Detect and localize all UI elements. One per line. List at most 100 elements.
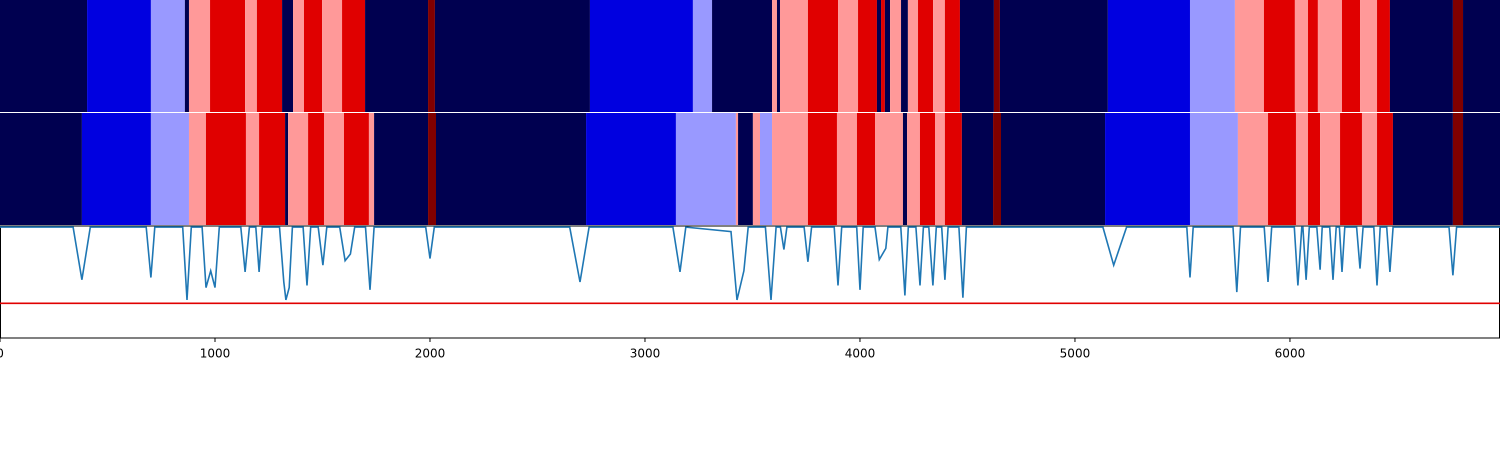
segment [293,0,304,112]
segment [675,113,736,225]
segment [1295,113,1309,225]
segment [259,113,286,225]
segment [1360,0,1378,112]
segment [343,113,369,225]
segment [1463,113,1500,225]
segment [838,0,859,112]
segment [738,113,753,225]
segment [961,113,994,225]
segment [752,113,760,225]
x-tick-label: 2000 [415,347,446,361]
segment [1340,113,1362,225]
segment [1308,113,1321,225]
segment [902,113,908,225]
segment [150,0,185,112]
segment [944,0,960,112]
segment [1105,113,1190,225]
segment [87,0,151,112]
segment [1317,0,1342,112]
segment [875,113,903,225]
segment [907,0,919,112]
segment [779,0,808,112]
segment [993,113,1002,225]
segment [428,113,437,225]
segment [256,0,283,112]
segment [589,0,693,112]
segment [288,113,309,225]
segment [150,113,189,225]
x-tick-label: 5000 [1060,347,1091,361]
segment [1463,0,1500,112]
segment [933,0,945,112]
segment [1308,0,1318,112]
segment [1268,113,1296,225]
segment [0,0,88,112]
segment [1377,0,1390,112]
segment [1189,0,1235,112]
segment [836,113,857,225]
segment [807,113,837,225]
segment [285,113,289,225]
segment [1377,113,1393,225]
x-tick-label: 3000 [630,347,661,361]
segment [907,113,920,225]
segment [1341,0,1361,112]
segment [712,0,773,112]
segment [881,0,885,112]
line [0,226,1500,301]
segment [919,113,936,225]
plot-frame [0,225,1500,339]
segment [876,0,882,112]
x-tick-label: 6000 [1275,347,1306,361]
segment [342,0,366,112]
segment [735,113,739,225]
segment [81,113,151,225]
segment [959,0,994,112]
segment [1234,0,1264,112]
segment [282,0,294,112]
segment [890,0,902,112]
segment [586,113,676,225]
segment [807,0,839,112]
segment [918,0,934,112]
segment [944,113,962,225]
segment [1361,113,1378,225]
segment [1237,113,1269,225]
segment [1452,0,1464,112]
segment [245,113,260,225]
segment [368,113,375,225]
segment [184,0,189,112]
segment [1189,113,1238,225]
segment [858,0,877,112]
x-tick-label: 4000 [845,347,876,361]
segment [436,113,587,225]
segment [188,0,211,112]
segment [856,113,876,225]
segment [308,113,324,225]
segment [772,113,808,225]
segment [884,0,891,112]
segment [999,0,1108,112]
x-tick-label: 1000 [200,347,231,361]
segment [322,0,343,112]
segment [1389,0,1453,112]
segment [935,113,945,225]
segment [1001,113,1106,225]
segment [374,113,429,225]
x-tick-label: 0 [0,347,4,361]
segment [428,0,435,112]
segment [759,113,773,225]
segment [365,0,429,112]
segment [1452,113,1464,225]
segment [323,113,344,225]
segment [1392,113,1453,225]
segment [1263,0,1295,112]
segment [1294,0,1309,112]
segment [1320,113,1341,225]
segment [776,0,780,112]
segment [245,0,257,112]
segment [772,0,777,112]
segment [993,0,1000,112]
segment [210,0,246,112]
segment [303,0,323,112]
